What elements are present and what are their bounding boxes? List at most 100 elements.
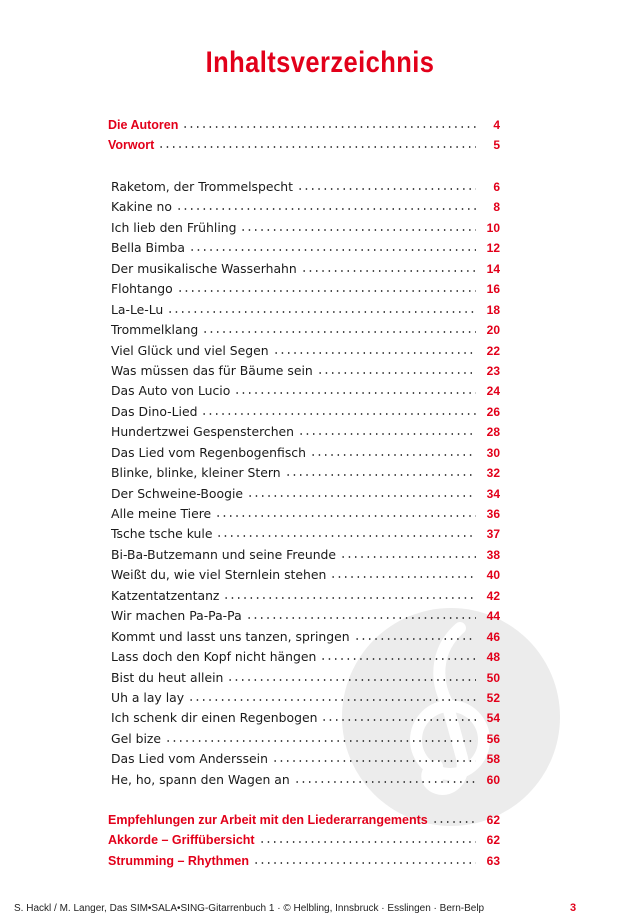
toc-entry-title: Kommt und lasst uns tanzen, springen (111, 628, 350, 644)
toc-entry-page: 14 (486, 261, 500, 276)
toc-entry-title: Bella Bimba (111, 240, 186, 256)
toc-entry[interactable]: Das Dino-Lied 26 (108, 404, 500, 424)
toc-entry-title: Weißt du, wie viel Sternlein stehen (111, 567, 327, 583)
toc-entry-page: 23 (486, 363, 500, 378)
toc-entry[interactable]: La-Le-Lu 18 (108, 302, 500, 322)
toc-entry-title: Empfehlungen zur Arbeit mit den Liederar… (108, 813, 428, 827)
toc-entry[interactable]: Alle meine Tiere 36 (108, 506, 500, 526)
toc-entry-title: Der Schweine-Boogie (111, 485, 244, 501)
dot-leader (158, 146, 476, 149)
toc-entry-title: Bi-Ba-Butzemann und seine Freunde (111, 546, 337, 562)
toc-entry-page: 28 (486, 425, 500, 440)
toc-entry[interactable]: Das Lied vom Regenbogenfisch 30 (108, 445, 500, 465)
toc-entry[interactable]: Viel Glück und viel Segen 22 (108, 343, 500, 363)
toc-entry[interactable]: Kakine no 8 (108, 199, 500, 219)
toc-entry-title: Das Dino-Lied (111, 403, 198, 419)
toc-entry-title: Hundertzwei Gespensterchen (111, 424, 295, 440)
toc-entry[interactable]: Katzentatzentanz 42 (108, 588, 500, 608)
toc-entry-page: 12 (486, 241, 500, 256)
dot-leader (188, 698, 476, 701)
toc-entry-page: 42 (486, 588, 500, 603)
toc-entry[interactable]: Tsche tsche kule 37 (108, 526, 500, 546)
dot-leader (201, 412, 476, 415)
toc-entry-title: Viel Glück und viel Segen (111, 342, 269, 358)
dot-leader (297, 188, 476, 190)
toc-entry-page: 50 (486, 670, 500, 685)
dot-leader (216, 535, 476, 538)
toc-entry[interactable]: Der Schweine-Boogie 34 (108, 486, 500, 506)
toc-entry-page: 30 (486, 445, 500, 460)
dot-leader (309, 453, 476, 456)
dot-leader (431, 821, 476, 823)
toc-entry-title: Bist du heut allein (111, 669, 224, 685)
toc-entry[interactable]: Trommelklang 20 (108, 322, 500, 342)
toc-entry-title: Strumming – Rhythmen (108, 853, 249, 868)
dot-leader (240, 228, 476, 231)
toc-entry-page: 44 (486, 609, 500, 624)
toc-entry-page: 5 (493, 138, 500, 153)
toc-entry-title: Ich schenk dir einen Regenbogen (111, 710, 318, 726)
toc-entry[interactable]: Gel bize 56 (108, 731, 500, 751)
toc-entry[interactable]: Der musikalische Wasserhahn 14 (108, 261, 500, 281)
toc-entry[interactable]: Uh a lay lay 52 (108, 690, 500, 710)
toc-entry-title: Trommelklang (111, 322, 199, 338)
toc-entry-title: Was müssen das für Bäume sein (111, 362, 313, 378)
toc-entry[interactable]: Ich lieb den Frühling 10 (108, 220, 500, 240)
toc-entry[interactable]: Das Auto von Lucio 24 (108, 383, 500, 403)
toc-entry[interactable]: Das Lied vom Anderssein 58 (108, 751, 500, 771)
toc-entry-title: Tsche tsche kule (111, 526, 213, 542)
dot-leader (202, 331, 476, 334)
toc-entry-title: Kakine no (111, 199, 172, 215)
toc-entry-title: Gel bize (111, 730, 162, 746)
toc-entry-page: 54 (486, 711, 500, 726)
toc-entry[interactable]: Flohtango 16 (108, 281, 500, 301)
watermark (342, 608, 560, 826)
toc-entry[interactable]: Bist du heut allein 50 (108, 670, 500, 690)
toc-entry-title: Ich lieb den Frühling (111, 219, 237, 235)
toc-entry[interactable]: Vorwort 5 (108, 138, 500, 158)
toc-entry-title: Die Autoren (108, 118, 179, 132)
toc-entry-page: 6 (493, 180, 500, 194)
dot-leader (175, 208, 476, 211)
toc-entry-page: 63 (486, 853, 500, 868)
dot-leader (321, 719, 476, 722)
toc-entry-page: 60 (486, 772, 500, 787)
dot-leader (284, 474, 476, 477)
toc-entry[interactable]: Kommt und lasst uns tanzen, springen 46 (108, 629, 500, 649)
toc-entry[interactable]: Blinke, blinke, kleiner Stern 32 (108, 465, 500, 485)
toc-entry[interactable]: Wir machen Pa-Pa-Pa 44 (108, 608, 500, 628)
toc-entry[interactable]: Was müssen das für Bäume sein 23 (108, 363, 500, 383)
toc-entry-page: 56 (486, 731, 500, 746)
toc-entry[interactable]: Bi-Ba-Butzemann und seine Freunde 38 (108, 547, 500, 567)
dot-leader (258, 841, 476, 844)
toc-entry-title: Vorwort (108, 138, 155, 153)
toc-entry[interactable]: Weißt du, wie viel Sternlein stehen 40 (108, 567, 500, 587)
toc-entry-page: 62 (486, 813, 500, 827)
toc-entry[interactable]: Die Autoren 4 (108, 118, 500, 138)
toc-entry[interactable]: Ich schenk dir einen Regenbogen 54 (108, 710, 500, 730)
dot-leader (165, 739, 476, 742)
toc-entry-page: 26 (486, 404, 500, 419)
toc-entry-page: 10 (486, 220, 500, 235)
dot-leader (253, 861, 476, 864)
toc-entry[interactable]: Bella Bimba 12 (108, 240, 500, 260)
toc-entry-title: Das Lied vom Anderssein (111, 751, 268, 767)
toc-entry[interactable]: Hundertzwei Gespensterchen 28 (108, 424, 500, 444)
dot-leader (300, 269, 476, 272)
dot-leader (227, 678, 476, 681)
toc-entry-page: 20 (486, 323, 500, 338)
toc-entry[interactable]: He, ho, spann den Wagen an 60 (108, 772, 500, 792)
toc-entry[interactable]: Strumming – Rhythmen 63 (108, 854, 500, 874)
dot-leader (298, 433, 476, 436)
toc-entry-page: 18 (486, 302, 500, 317)
intro-section: Die Autoren 4 Vorwort 5 (108, 118, 500, 159)
songs-section: Raketom, der Trommelspecht 6 Kakine no 8 Ich… (108, 179, 500, 792)
toc-entry-page: 34 (486, 486, 500, 501)
dot-leader (245, 617, 476, 620)
toc-entry[interactable]: Akkorde – Griffübersicht 62 (108, 833, 500, 853)
toc-entry-title: Das Auto von Lucio (111, 383, 231, 399)
toc-entry[interactable]: Empfehlungen zur Arbeit mit den Liederar… (108, 813, 500, 833)
dot-leader (271, 760, 476, 763)
toc-entry[interactable]: Raketom, der Trommelspecht 6 (108, 179, 500, 199)
toc-entry[interactable]: Lass doch den Kopf nicht hängen 48 (108, 649, 500, 669)
